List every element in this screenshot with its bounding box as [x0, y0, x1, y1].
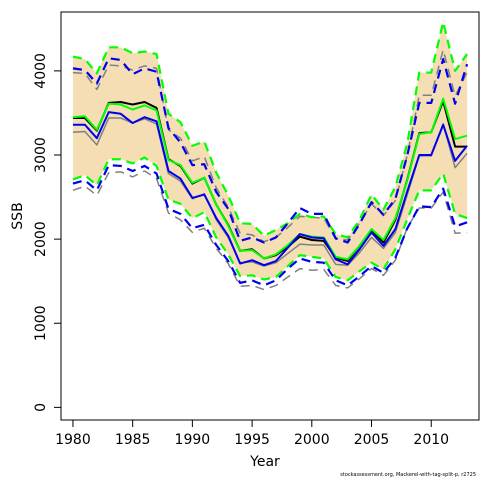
x-axis: 1980 1985 1990 1995 2000 2005 2010	[55, 419, 449, 448]
series-line-10	[72, 57, 469, 244]
series-line-5	[72, 97, 468, 261]
x-tick-label-2000: 2000	[294, 432, 330, 448]
plot-area	[72, 20, 469, 291]
confidence-band	[72, 22, 468, 281]
y-tick-label-0: 0	[33, 403, 49, 412]
y-tick-label-4000: 4000	[33, 53, 49, 89]
y-tick-label-3000: 3000	[33, 137, 49, 173]
x-tick-label-1980: 1980	[55, 432, 91, 448]
x-tick-label-2005: 2005	[354, 432, 390, 448]
x-tick-label-1995: 1995	[234, 432, 270, 448]
series-line-8	[72, 111, 468, 267]
y-axis: 0 1000 2000 3000 4000	[33, 53, 62, 412]
x-tick-label-1985: 1985	[115, 432, 151, 448]
x-tick-label-2010: 2010	[413, 432, 449, 448]
y-tick-label-2000: 2000	[33, 221, 49, 257]
series-line-7	[72, 20, 468, 239]
series-line-9	[72, 164, 468, 287]
x-axis-title: Year	[249, 454, 280, 470]
footer-credit: stockassessment.org, Mackerel-with-tag-s…	[340, 472, 476, 478]
x-tick-label-1990: 1990	[175, 432, 211, 448]
y-axis-title: SSB	[10, 202, 26, 229]
y-tick-label-1000: 1000	[33, 305, 49, 341]
